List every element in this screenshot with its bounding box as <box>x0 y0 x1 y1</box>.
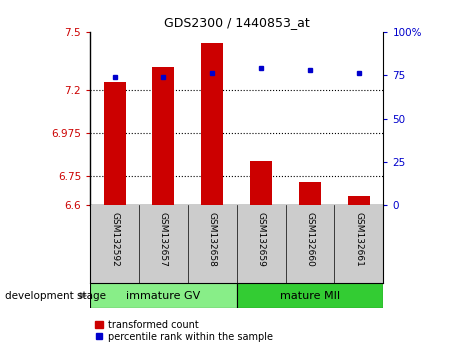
Title: GDS2300 / 1440853_at: GDS2300 / 1440853_at <box>164 16 310 29</box>
Bar <box>299 182 321 205</box>
Text: development stage: development stage <box>5 291 106 301</box>
Text: GSM132658: GSM132658 <box>208 212 217 267</box>
Bar <box>348 196 370 205</box>
Bar <box>90 283 237 308</box>
Bar <box>104 82 126 205</box>
Legend: transformed count, percentile rank within the sample: transformed count, percentile rank withi… <box>95 320 273 342</box>
Text: GSM132659: GSM132659 <box>257 212 266 267</box>
Text: GSM132657: GSM132657 <box>159 212 168 267</box>
Text: mature MII: mature MII <box>280 291 340 301</box>
Bar <box>237 283 383 308</box>
Text: GSM132661: GSM132661 <box>354 212 364 267</box>
Bar <box>201 44 223 205</box>
Text: GSM132660: GSM132660 <box>306 212 314 267</box>
Text: GSM132592: GSM132592 <box>110 212 119 266</box>
Text: immature GV: immature GV <box>126 291 201 301</box>
Bar <box>250 161 272 205</box>
Bar <box>152 67 175 205</box>
